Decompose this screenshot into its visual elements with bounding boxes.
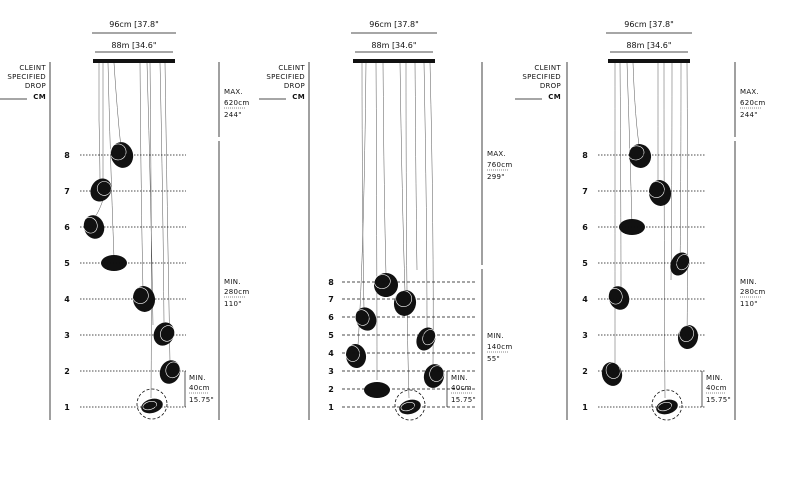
configuration-diagram-3: 96cm [37.8" 88m [34.6" CLEINT SPECIFIED …: [515, 20, 766, 421]
canopy-inner-dimension: 88m [34.6": [626, 41, 671, 50]
canopy-inner-dimension: 88m [34.6": [371, 41, 416, 50]
client-drop-line-3: DROP: [284, 82, 305, 90]
bottom-min-label: MIN.: [706, 374, 723, 382]
level-1-number: 1: [64, 403, 70, 412]
level-8-number: 8: [582, 151, 588, 160]
client-drop-line-1: CLEINT: [534, 64, 561, 72]
max-inches: 244": [224, 111, 242, 119]
min-cm: 280cm: [224, 288, 250, 296]
level-guide-lines: [80, 154, 186, 408]
level-6-number: 6: [328, 313, 334, 322]
level-7-number: 7: [328, 295, 334, 304]
level-2-number: 2: [64, 367, 70, 376]
client-drop-line-2: SPECIFIED: [266, 73, 305, 81]
pendant-shades: [82, 142, 181, 414]
max-cm: 760cm: [487, 161, 513, 169]
min-cm: 280cm: [740, 288, 766, 296]
level-4-number: 4: [328, 349, 334, 358]
level-5-number: 5: [328, 331, 334, 340]
min-label: MIN.: [224, 278, 241, 286]
max-label: MAX.: [224, 88, 243, 96]
bottom-min-cm: 40cm: [451, 384, 472, 392]
min-label: MIN.: [487, 332, 504, 340]
min-label: MIN.: [740, 278, 757, 286]
level-5-number: 5: [582, 259, 588, 268]
pendant-shades: [345, 273, 445, 415]
client-drop-line-3: DROP: [540, 82, 561, 90]
level-2-number: 2: [328, 385, 334, 394]
ceiling-canopy: [608, 59, 690, 63]
bottom-min-label: MIN.: [189, 374, 206, 382]
max-inches: 244": [740, 111, 758, 119]
level-3-number: 3: [582, 331, 588, 340]
canopy-outer-dimension: 96cm [37.8": [369, 20, 419, 29]
client-drop-line-2: SPECIFIED: [522, 73, 561, 81]
min-inches: 55": [487, 355, 500, 363]
pendant-cables: [93, 62, 171, 399]
level-1-number: 1: [582, 403, 588, 412]
client-drop-line-2: SPECIFIED: [7, 73, 46, 81]
client-drop-unit: CM: [548, 93, 561, 101]
max-label: MAX.: [487, 150, 506, 158]
bottom-min-inches: 15.75": [189, 396, 214, 404]
lowest-pendant-highlight: [651, 389, 683, 421]
bottom-min-cm: 40cm: [189, 384, 210, 392]
level-8-number: 8: [328, 278, 334, 287]
bottom-min-inches: 15.75": [706, 396, 731, 404]
level-3-number: 3: [64, 331, 70, 340]
max-cm: 620cm: [740, 99, 766, 107]
bottom-min-cm: 40cm: [706, 384, 727, 392]
configuration-diagram-2: 96cm [37.8" 88m [34.6" CLEINT SPECIFIED …: [259, 20, 513, 421]
level-6-number: 6: [582, 223, 588, 232]
min-inches: 110": [224, 300, 242, 308]
min-cm: 140cm: [487, 343, 513, 351]
configuration-diagram-1: 96cm [37.8" 88m [34.6" CLEINT SPECIFIED …: [0, 20, 250, 420]
client-drop-line-3: DROP: [25, 82, 46, 90]
bottom-min-label: MIN.: [451, 374, 468, 382]
ceiling-canopy: [353, 59, 435, 63]
canopy-inner-dimension: 88m [34.6": [111, 41, 156, 50]
max-inches: 299": [487, 173, 505, 181]
client-drop-unit: CM: [33, 93, 46, 101]
level-4-number: 4: [582, 295, 588, 304]
level-8-number: 8: [64, 151, 70, 160]
level-2-number: 2: [582, 367, 588, 376]
canopy-outer-dimension: 96cm [37.8": [109, 20, 159, 29]
level-7-number: 7: [64, 187, 70, 196]
min-inches: 110": [740, 300, 758, 308]
level-guide-lines: [342, 281, 476, 408]
level-3-number: 3: [328, 367, 334, 376]
lowest-pendant-highlight: [394, 389, 426, 421]
client-drop-line-1: CLEINT: [278, 64, 305, 72]
client-drop-unit: CM: [292, 93, 305, 101]
max-label: MAX.: [740, 88, 759, 96]
client-drop-line-1: CLEINT: [19, 64, 46, 72]
ceiling-canopy: [93, 59, 175, 63]
level-4-number: 4: [64, 295, 70, 304]
max-cm: 620cm: [224, 99, 250, 107]
canopy-outer-dimension: 96cm [37.8": [624, 20, 674, 29]
level-5-number: 5: [64, 259, 70, 268]
lowest-pendant-highlight: [136, 388, 168, 420]
level-7-number: 7: [582, 187, 588, 196]
pendant-shades: [601, 144, 699, 415]
bottom-min-inches: 15.75": [451, 396, 476, 404]
level-6-number: 6: [64, 223, 70, 232]
level-1-number: 1: [328, 403, 334, 412]
